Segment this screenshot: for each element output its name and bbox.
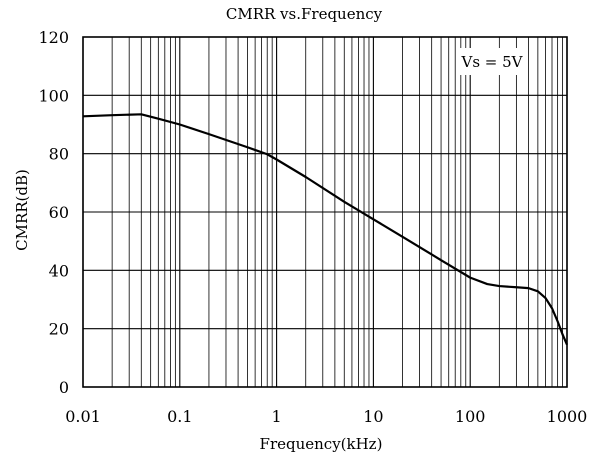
annotation-vs: Vs = 5V [460,53,523,71]
x-axis-label: Frequency(kHz) [260,435,383,453]
y-tick-label: 60 [49,203,69,222]
x-tick-label: 0.1 [167,407,192,426]
y-tick-label: 20 [49,320,69,339]
y-tick-label: 0 [59,378,69,397]
chart-title: CMRR vs.Frequency [226,5,383,23]
grid [82,36,568,388]
y-tick-label: 100 [38,86,69,105]
y-tick-label: 80 [49,145,69,164]
y-tick-label: 120 [38,28,69,47]
axis-ticks: 0 20 40 60 80 100 120 0.01 0.1 1 10 100 1000 [38,28,587,426]
x-tick-label: 100 [455,407,486,426]
x-tick-label: 1000 [547,407,588,426]
x-tick-label: 10 [363,407,383,426]
x-tick-label: 1 [272,407,282,426]
cmrr-series-line [82,113,569,346]
x-tick-label: 0.01 [65,407,101,426]
y-tick-label: 40 [49,261,69,280]
plot-frame [82,36,568,388]
y-axis-label: CMRR(dB) [13,169,31,251]
annotation-box [456,48,528,75]
